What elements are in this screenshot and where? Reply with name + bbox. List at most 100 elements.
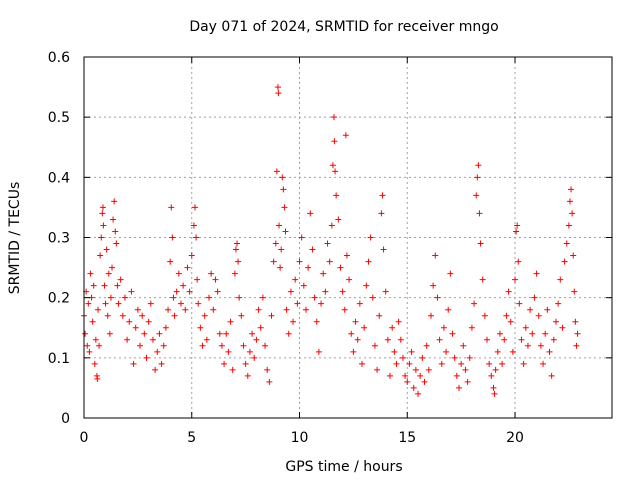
data-point — [522, 324, 529, 331]
data-point — [205, 294, 212, 301]
data-point — [121, 294, 128, 301]
data-point — [126, 318, 133, 325]
y-tick-label: 0.4 — [48, 170, 70, 186]
data-point — [569, 210, 576, 217]
data-point — [95, 306, 102, 313]
data-point — [315, 348, 322, 355]
data-point — [91, 360, 98, 367]
data-point — [154, 348, 161, 355]
data-point — [87, 270, 94, 277]
data-point — [97, 252, 104, 259]
data-point — [285, 330, 292, 337]
data-point — [513, 228, 520, 235]
data-point — [384, 336, 391, 343]
data-point — [361, 324, 368, 331]
data-point — [570, 252, 577, 259]
data-point — [326, 258, 333, 265]
data-point — [320, 270, 327, 277]
data-point — [410, 384, 417, 391]
data-point — [458, 360, 465, 367]
data-point — [273, 168, 280, 175]
data-point — [84, 342, 91, 349]
data-point — [227, 318, 234, 325]
data-point — [499, 360, 506, 367]
data-point — [374, 366, 381, 373]
data-point — [231, 270, 238, 277]
data-point — [476, 210, 483, 217]
data-point — [434, 294, 441, 301]
data-point — [104, 312, 111, 319]
data-point — [515, 258, 522, 265]
data-point — [350, 348, 357, 355]
data-point — [527, 306, 534, 313]
data-point — [279, 174, 286, 181]
data-point — [343, 252, 350, 259]
data-point — [99, 210, 106, 217]
data-point — [141, 330, 148, 337]
data-point — [402, 372, 409, 379]
data-point — [240, 342, 247, 349]
data-point — [408, 348, 415, 355]
data-point — [85, 300, 92, 307]
data-point — [436, 336, 443, 343]
data-point — [425, 366, 432, 373]
data-point — [460, 342, 467, 349]
data-point — [244, 372, 251, 379]
data-point — [359, 360, 366, 367]
data-point — [234, 240, 241, 247]
data-point — [94, 375, 101, 382]
data-point — [193, 234, 200, 241]
data-point — [572, 318, 579, 325]
data-point — [290, 318, 297, 325]
data-point — [378, 210, 385, 217]
data-point — [311, 294, 318, 301]
data-point — [203, 336, 210, 343]
data-point — [332, 168, 339, 175]
data-point — [512, 276, 519, 283]
data-point — [177, 300, 184, 307]
data-point — [89, 318, 96, 325]
data-point — [488, 372, 495, 379]
data-point — [149, 336, 156, 343]
data-point — [453, 372, 460, 379]
data-point — [158, 360, 165, 367]
data-point — [354, 336, 361, 343]
data-point — [103, 246, 110, 253]
data-point — [264, 366, 271, 373]
data-point — [309, 246, 316, 253]
data-point — [147, 300, 154, 307]
data-point — [225, 348, 232, 355]
data-point — [443, 348, 450, 355]
data-point — [552, 318, 559, 325]
data-point — [268, 312, 275, 319]
data-point — [501, 336, 508, 343]
data-point — [90, 282, 97, 289]
data-point — [449, 330, 456, 337]
data-point — [114, 282, 121, 289]
data-point — [235, 258, 242, 265]
y-tick-label: 0.5 — [48, 110, 70, 126]
data-point — [566, 198, 573, 205]
data-point — [132, 324, 139, 331]
data-point — [563, 240, 570, 247]
x-tick-label: 20 — [506, 430, 524, 446]
y-axis-label: SRMTID / TECUs — [7, 182, 23, 295]
data-point — [106, 330, 113, 337]
data-point — [119, 312, 126, 319]
data-point — [216, 330, 223, 337]
data-point — [117, 276, 124, 283]
data-point — [496, 330, 503, 337]
data-point — [246, 348, 253, 355]
data-point — [259, 294, 266, 301]
data-point — [462, 366, 469, 373]
data-point — [152, 366, 159, 373]
data-point — [421, 378, 428, 385]
data-point — [514, 222, 521, 229]
data-point — [145, 318, 152, 325]
data-point — [282, 228, 289, 235]
data-point — [333, 192, 340, 199]
data-point — [229, 366, 236, 373]
data-point — [352, 318, 359, 325]
data-point — [194, 276, 201, 283]
